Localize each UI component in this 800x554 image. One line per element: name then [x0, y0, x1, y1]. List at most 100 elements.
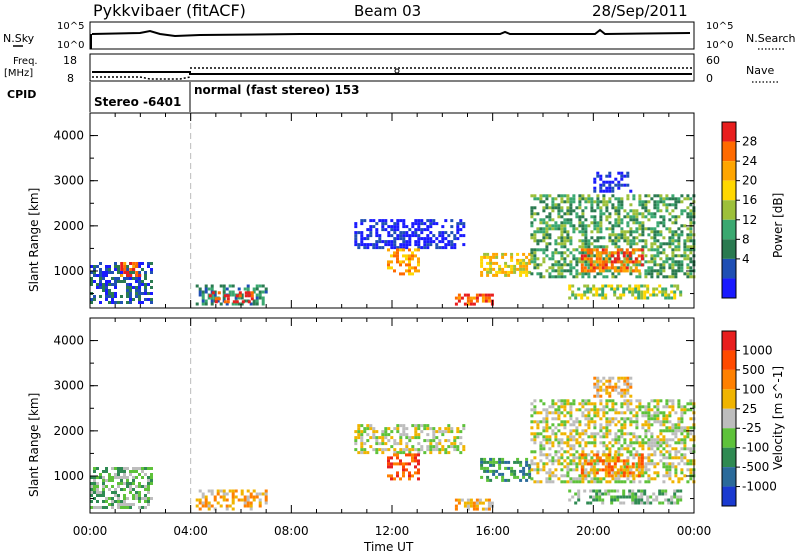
data-cell	[102, 482, 105, 485]
data-cell	[601, 266, 605, 270]
data-cell	[581, 432, 585, 436]
data-cell	[617, 218, 621, 222]
data-cell	[393, 451, 397, 455]
data-cell	[542, 227, 546, 231]
data-cell	[589, 468, 593, 472]
data-cell	[575, 206, 579, 210]
data-cell	[593, 402, 597, 406]
data-cell	[608, 391, 612, 395]
data-cell	[258, 501, 262, 505]
data-cell	[616, 257, 620, 261]
data-cell	[592, 284, 596, 288]
x-axis: 00:00 04:00 08:00 12:00 16:00 20:00 00:00	[73, 524, 712, 538]
data-cell	[530, 414, 534, 418]
data-cell	[572, 435, 576, 439]
data-cell	[598, 495, 602, 499]
x-tick-label: 08:00	[274, 524, 309, 538]
data-cell	[144, 488, 147, 491]
data-cell	[363, 427, 367, 431]
data-cell	[393, 427, 397, 431]
data-cell	[598, 266, 602, 270]
data-cell	[683, 405, 687, 409]
data-cell	[628, 284, 632, 288]
data-cell	[661, 492, 665, 496]
data-cell	[123, 265, 127, 268]
data-cell	[616, 269, 620, 273]
data-cell	[399, 459, 402, 463]
data-cell	[483, 267, 487, 271]
data-cell	[610, 266, 614, 270]
data-cell	[659, 251, 663, 255]
data-cell	[486, 261, 490, 265]
data-cell	[599, 426, 603, 430]
data-cell	[99, 283, 102, 286]
colorbar-tick-label: -25	[742, 421, 762, 435]
data-cell	[126, 295, 129, 298]
data-cell	[668, 257, 672, 261]
data-cell	[631, 471, 635, 475]
data-cell	[402, 231, 406, 235]
data-cell	[210, 287, 214, 291]
data-cell	[622, 263, 626, 267]
data-cell	[569, 459, 573, 463]
data-cell	[150, 482, 153, 485]
data-cell	[501, 252, 505, 256]
freq-tick-high: 18	[63, 54, 77, 67]
data-cell	[481, 293, 485, 297]
data-cell	[554, 411, 558, 415]
data-cell	[578, 402, 582, 406]
data-cell	[417, 260, 420, 264]
data-cell	[599, 209, 603, 213]
data-cell	[360, 243, 364, 247]
data-cell	[659, 197, 663, 201]
data-cell	[587, 402, 591, 406]
data-cell	[617, 224, 621, 228]
data-cell	[114, 280, 117, 283]
data-cell	[590, 206, 594, 210]
data-cell	[647, 453, 651, 457]
data-cell	[650, 245, 654, 249]
data-cell	[366, 427, 370, 431]
data-cell	[665, 275, 669, 279]
data-cell	[387, 240, 391, 244]
data-cell	[120, 476, 123, 479]
data-cell	[466, 504, 470, 508]
data-cell	[620, 230, 624, 234]
data-cell	[246, 498, 250, 502]
data-cell	[575, 462, 579, 466]
data-cell	[90, 271, 93, 274]
data-cell	[120, 479, 123, 482]
data-cell	[605, 417, 609, 421]
data-cell	[593, 209, 597, 213]
data-cell	[598, 293, 602, 297]
data-cell	[659, 432, 663, 436]
data-cell	[689, 248, 693, 252]
data-cell	[677, 236, 681, 240]
data-cell	[662, 197, 666, 201]
data-cell	[554, 203, 558, 207]
data-cell	[456, 228, 460, 232]
data-cell	[207, 504, 211, 508]
data-cell	[210, 299, 214, 303]
data-cell	[381, 439, 385, 443]
data-cell	[644, 272, 648, 276]
data-cell	[671, 230, 675, 234]
data-cell	[616, 287, 620, 291]
data-cell	[686, 194, 690, 198]
data-cell	[670, 290, 674, 294]
data-cell	[533, 468, 537, 472]
data-cell	[417, 462, 420, 466]
data-cell	[429, 222, 433, 226]
data-cell	[635, 474, 639, 478]
data-cell	[650, 230, 654, 234]
data-cell	[114, 473, 117, 476]
data-cell	[408, 243, 412, 247]
data-cell	[620, 402, 624, 406]
data-cell	[129, 470, 132, 473]
data-cell	[665, 471, 669, 475]
data-cell	[586, 287, 590, 291]
data-cell	[577, 495, 581, 499]
data-cell	[396, 237, 400, 241]
data-cell	[583, 254, 587, 258]
data-cell	[417, 219, 421, 223]
